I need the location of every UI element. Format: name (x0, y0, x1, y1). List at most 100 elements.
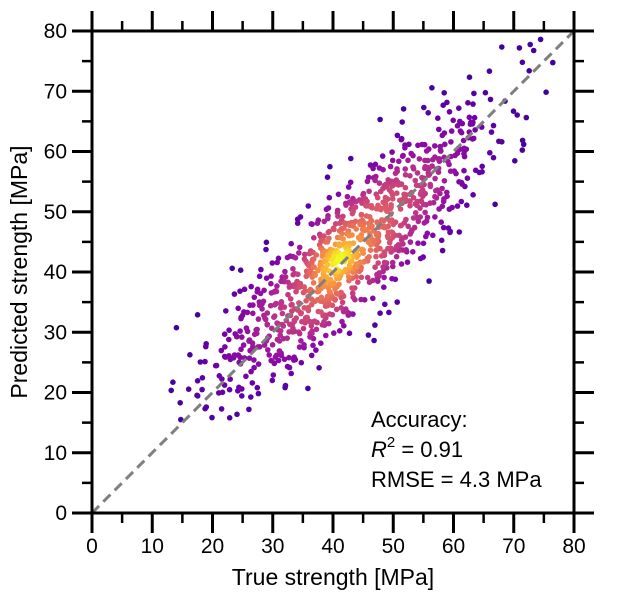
data-point (288, 240, 295, 247)
r2-exponent: 2 (387, 434, 395, 451)
data-point (271, 313, 278, 319)
axis-ticks (72, 11, 594, 533)
data-point (336, 328, 343, 334)
data-point (470, 192, 476, 198)
data-point (450, 117, 457, 124)
data-point (425, 110, 432, 116)
data-point (374, 194, 381, 201)
data-point (333, 290, 340, 297)
data-point (378, 206, 384, 213)
data-point (219, 389, 226, 396)
data-point (273, 300, 279, 307)
data-point (436, 158, 443, 165)
y-tick-label: 50 (44, 201, 67, 224)
data-point (303, 298, 309, 304)
data-point (512, 158, 518, 164)
data-point (426, 278, 432, 284)
data-point (199, 375, 206, 381)
data-point (197, 359, 204, 365)
data-point (490, 154, 497, 161)
data-point (341, 225, 347, 231)
data-point (519, 59, 526, 66)
data-point (269, 342, 276, 348)
data-point (337, 220, 343, 226)
data-point (268, 273, 274, 279)
data-point (194, 312, 201, 318)
data-point (410, 215, 417, 221)
data-point (446, 206, 453, 212)
data-point (407, 203, 413, 209)
y-tick-label: 10 (44, 442, 67, 465)
data-point (429, 85, 435, 91)
data-point (367, 247, 374, 253)
data-point (218, 347, 225, 354)
data-point (492, 201, 498, 208)
data-point (458, 198, 465, 205)
data-point (392, 170, 399, 177)
data-point (177, 400, 183, 406)
data-point (402, 184, 409, 191)
data-point (410, 195, 417, 201)
scatter-points (168, 36, 556, 423)
y-tick-label: 60 (44, 141, 67, 164)
data-point (168, 387, 174, 394)
data-point (309, 328, 315, 335)
data-point (413, 182, 420, 189)
data-point (311, 318, 318, 325)
data-point (424, 230, 431, 237)
data-point (445, 225, 452, 231)
data-point (318, 340, 324, 347)
data-point (380, 264, 386, 270)
data-point (543, 89, 549, 95)
data-point (366, 188, 372, 195)
data-point (390, 263, 396, 270)
data-point (361, 227, 368, 234)
data-point (319, 253, 326, 259)
data-point (353, 261, 360, 267)
data-point (490, 122, 497, 129)
data-point (402, 172, 409, 178)
data-point (304, 314, 311, 321)
x-tick-label: 70 (502, 535, 525, 558)
data-point (384, 196, 391, 202)
data-point (229, 265, 235, 272)
data-point (348, 155, 354, 162)
data-point (311, 235, 317, 241)
data-point (343, 306, 349, 312)
data-point (282, 268, 288, 275)
annotation-accuracy: Accuracy: (371, 407, 468, 432)
data-point (441, 196, 447, 202)
data-point (238, 346, 244, 353)
data-point (358, 296, 364, 303)
data-point (246, 406, 252, 413)
data-point (226, 327, 232, 334)
data-point (323, 274, 330, 280)
data-point (422, 209, 428, 216)
data-point (274, 259, 281, 266)
data-point (255, 316, 262, 322)
data-point (550, 59, 556, 66)
data-point (237, 288, 243, 295)
data-point (349, 210, 356, 217)
data-point (251, 357, 257, 363)
annotation-r2: R2 = 0.91 (371, 434, 463, 462)
data-point (382, 301, 388, 308)
data-point (410, 166, 417, 172)
data-point (324, 239, 331, 245)
data-point (270, 372, 277, 378)
data-point (263, 246, 269, 253)
data-point (239, 334, 245, 340)
data-point (327, 163, 333, 170)
data-point (251, 294, 258, 301)
data-point (409, 227, 415, 233)
data-point (377, 188, 384, 195)
data-point (438, 148, 444, 154)
data-point (243, 373, 249, 380)
data-point (255, 390, 262, 397)
data-point (487, 150, 493, 156)
data-point (349, 285, 355, 291)
data-point (472, 127, 478, 133)
data-point (398, 136, 405, 143)
data-point (265, 347, 271, 353)
data-point (514, 112, 520, 118)
